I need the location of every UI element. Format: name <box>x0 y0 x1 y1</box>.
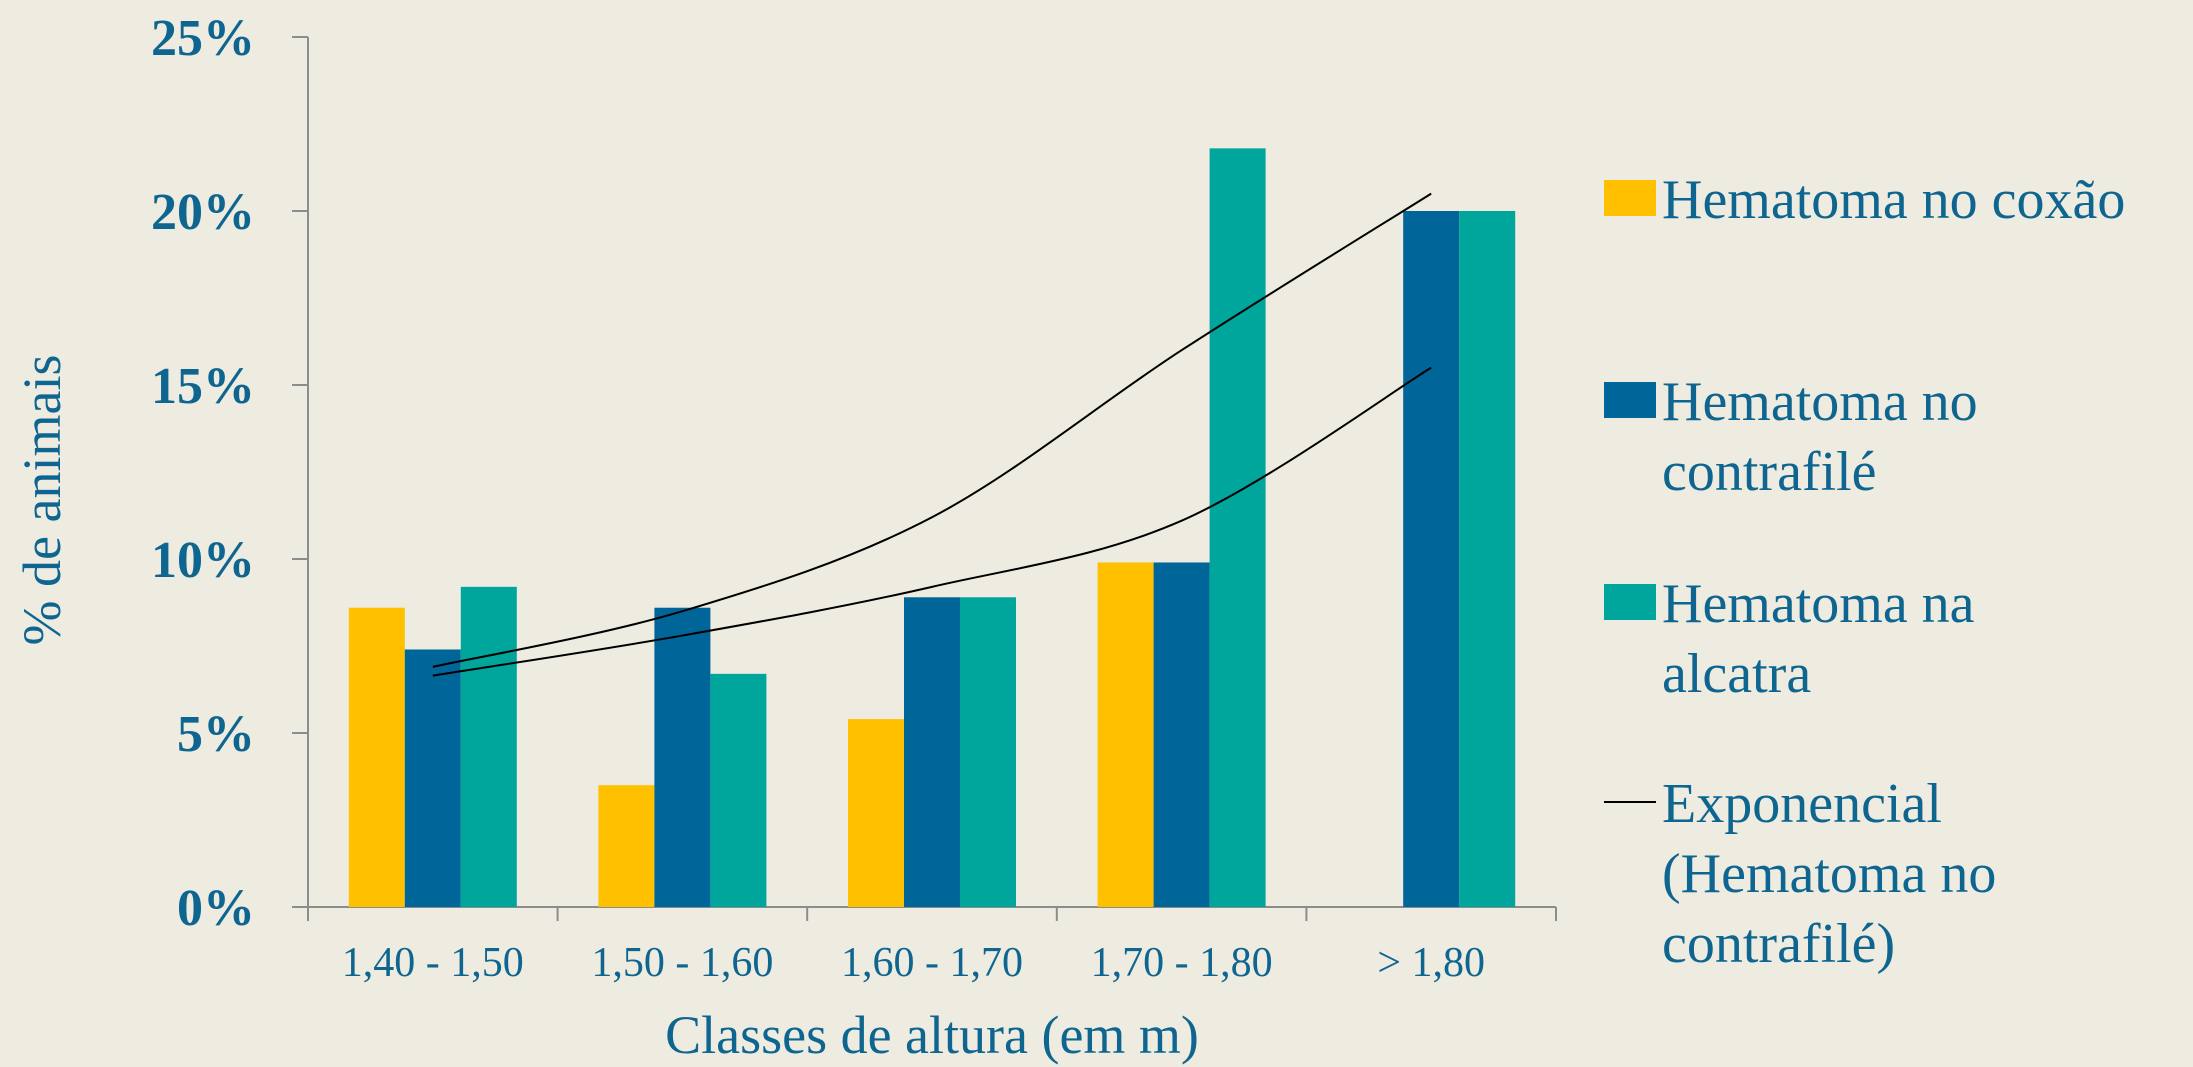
trendline-exponential <box>432 192 1432 668</box>
bar <box>1097 562 1154 907</box>
y-tick-label: 10% <box>151 532 255 589</box>
y-tick-label: 25% <box>151 10 255 67</box>
legend: Hematoma no coxão Hematoma no contrafilé He… <box>1604 169 2125 975</box>
legend-label: Hematoma no coxão <box>1662 169 2125 231</box>
bar <box>960 597 1016 907</box>
plot-area: 0% 5% 10% 15% 20% 25% 1,40 - 1,50 1,50 - 1,60 1,… <box>151 10 1557 986</box>
x-tick-label: 1,40 - 1,50 <box>342 940 524 986</box>
bar <box>654 607 711 907</box>
legend-label: Hematoma no <box>1662 371 1978 433</box>
legend-label: contrafilé <box>1662 441 1877 503</box>
x-tick-label: 1,50 - 1,60 <box>591 940 773 986</box>
y-tick-label: 20% <box>151 184 255 241</box>
x-tick-label: 1,60 - 1,70 <box>841 940 1023 986</box>
legend-swatch <box>1604 180 1656 216</box>
legend-label: (Hematoma no <box>1662 843 1996 905</box>
x-axis-title: Classes de altura (em m) <box>665 1005 1199 1065</box>
bar <box>598 785 655 907</box>
bar <box>1209 148 1266 908</box>
x-tick-label: 1,70 - 1,80 <box>1091 940 1273 986</box>
legend-label: Exponencial <box>1662 773 1942 835</box>
y-tick-label: 0% <box>177 880 255 937</box>
legend-label: alcatra <box>1662 643 1811 705</box>
legend-swatch <box>1604 382 1656 418</box>
bar <box>904 597 960 907</box>
y-tick-label: 5% <box>177 706 255 763</box>
trendline-exponential <box>432 366 1432 677</box>
bar <box>848 719 904 907</box>
bar <box>404 649 461 907</box>
bar <box>348 607 405 907</box>
bar <box>1403 211 1460 907</box>
y-axis-title: % de animais <box>12 355 72 646</box>
legend-label: contrafilé) <box>1662 913 1895 975</box>
legend-swatch <box>1604 584 1656 620</box>
y-tick-label: 15% <box>151 358 255 415</box>
x-tick-label: > 1,80 <box>1377 940 1485 986</box>
bar <box>1459 211 1516 907</box>
bar <box>710 673 767 907</box>
bar <box>1153 562 1210 907</box>
bar <box>460 586 517 907</box>
legend-label: Hematoma na <box>1662 573 1975 635</box>
